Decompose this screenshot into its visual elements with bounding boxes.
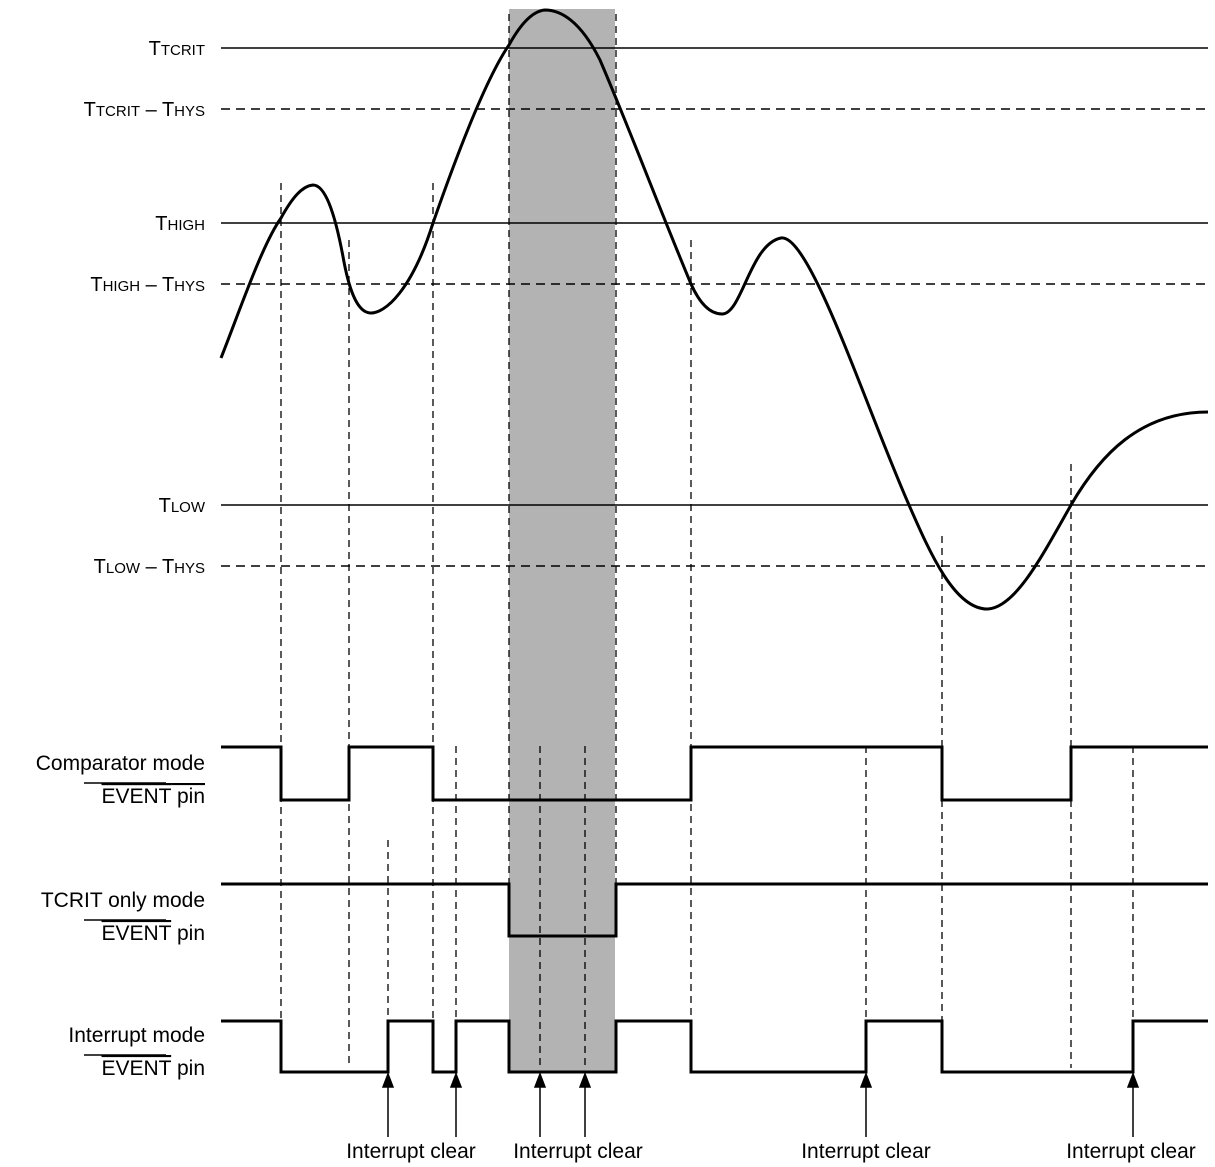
interrupt-clear-arrows (381, 1071, 1140, 1137)
threshold-lines (221, 47, 1208, 567)
label-thigh-hys: THIGH – THYS (90, 274, 205, 296)
label-tcrit-hys: TTCRIT – THYS (84, 99, 205, 121)
tcrit-only-waveform (221, 882, 1208, 938)
arrow-clear-456 (449, 1071, 463, 1137)
interrupt-label-line1: Interrupt mode (68, 1024, 205, 1047)
interrupt-waveform (221, 1019, 1208, 1074)
label-thigh: THIGH (155, 213, 205, 235)
arrow-clear-1133 (1126, 1071, 1140, 1137)
arrow-clear-585 (578, 1071, 592, 1137)
arrow-clear-388 (381, 1071, 395, 1137)
arrow-clear-540 (533, 1071, 547, 1137)
comparator-waveform (221, 745, 1208, 802)
tcrit-only-label-line1: TCRIT only mode (41, 889, 205, 912)
comparator-label-line2: EVENT pin (102, 785, 206, 808)
label-tcrit: TTCRIT (149, 38, 205, 60)
interrupt-clear-label-3: Interrupt clear (801, 1140, 931, 1163)
arrow-clear-866 (859, 1071, 873, 1137)
interrupt-clear-label-1: Interrupt clear (346, 1140, 476, 1163)
tcrit-shaded-region (509, 9, 615, 1072)
interrupt-clear-label-4: Interrupt clear (1066, 1140, 1196, 1163)
temperature-curve (219, 8, 1209, 611)
interrupt-label-line2: EVENT pin (102, 1057, 206, 1080)
tcrit-only-label-line2: EVENT pin (102, 922, 206, 945)
overlines (84, 782, 166, 1056)
interrupt-clear-label-2: Interrupt clear (513, 1140, 643, 1163)
event-markers (280, 14, 1134, 1068)
label-tlow-hys: TLOW – THYS (94, 556, 205, 578)
comparator-label-line1: Comparator mode (36, 752, 205, 775)
label-tlow: TLOW (159, 495, 206, 517)
